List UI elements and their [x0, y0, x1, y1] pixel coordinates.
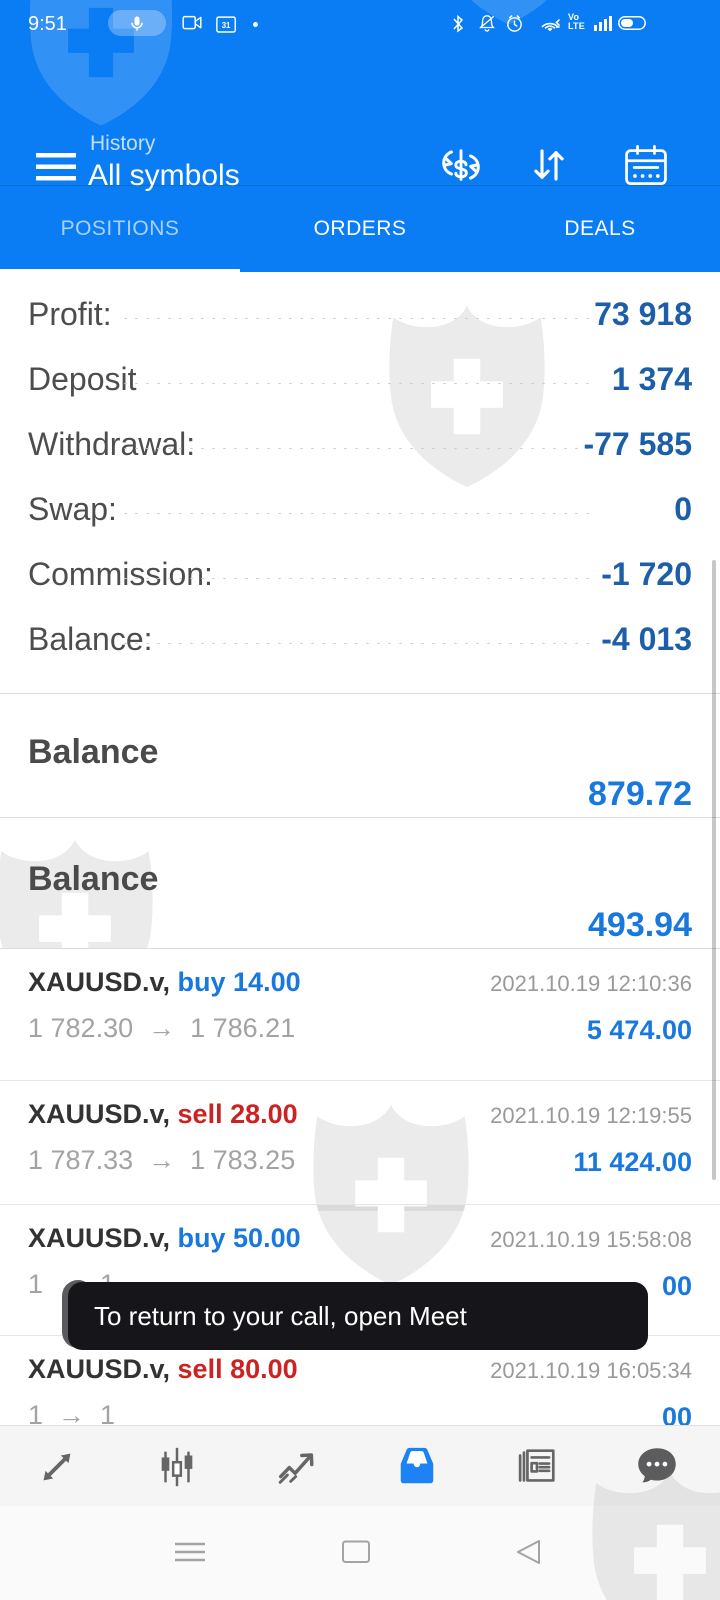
svg-text:31: 31	[222, 21, 231, 30]
